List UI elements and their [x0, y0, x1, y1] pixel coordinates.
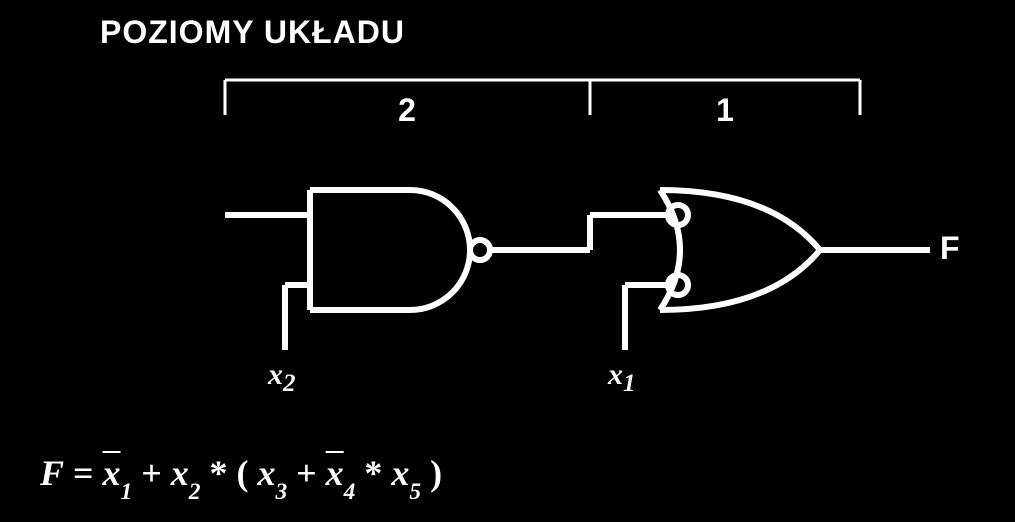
nand-gate-body [310, 190, 470, 310]
input-label-x2: x2 [268, 358, 296, 398]
level-label-2: 2 [397, 92, 417, 129]
level-bracket [225, 80, 860, 115]
nor-bubble-bot [668, 275, 688, 295]
circuit-svg [0, 0, 1015, 522]
nor-bubble-top [668, 205, 688, 225]
output-label-F: F [940, 230, 960, 267]
boolean-formula: F = x1 + x2 * ( x3 + x4 * x5 ) [40, 452, 442, 500]
level-label-1: 1 [715, 92, 735, 129]
nand-bubble [470, 240, 490, 260]
diagram-canvas: POZIOMY UKŁADU [0, 0, 1015, 522]
input-label-x1: x1 [608, 358, 636, 398]
